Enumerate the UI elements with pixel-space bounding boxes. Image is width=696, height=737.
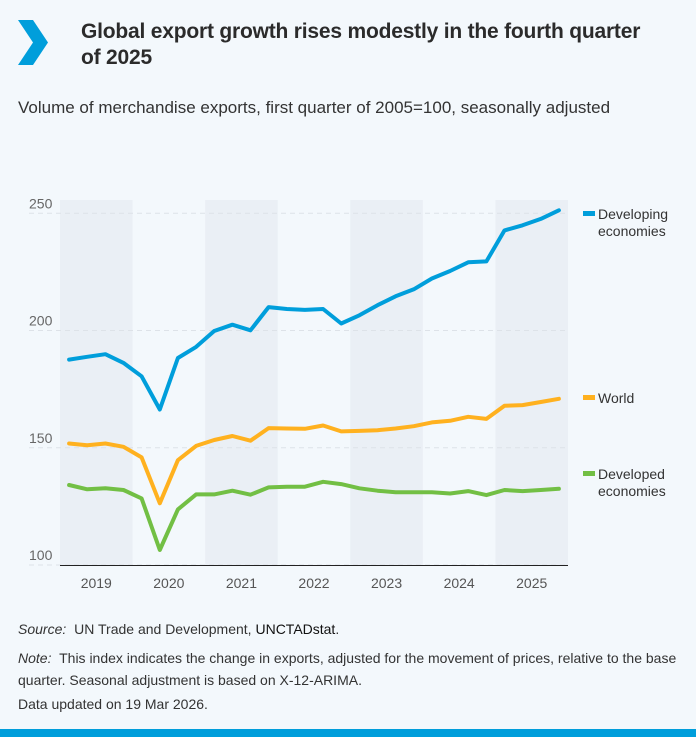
source-end: . [335,621,340,637]
legend-label: economies [598,223,666,239]
bottom-accent-bar [0,729,696,737]
y-tick-label: 250 [29,195,53,211]
series-line-world [67,396,561,506]
x-tick-label: 2019 [81,575,112,591]
note-label: Note: [18,650,52,666]
year-shade-band [495,200,568,565]
y-tick-label: 100 [29,547,53,563]
legend-label: World [598,390,634,406]
note-line: Note: This index indicates the change in… [18,647,688,691]
y-tick-label: 150 [29,430,53,446]
note-text: This index indicates the change in expor… [18,650,677,688]
chart-subtitle: Volume of merchandise exports, first qua… [18,98,611,117]
year-shade-band [205,200,278,565]
legend-swatch [583,211,595,216]
x-tick-label: 2022 [298,575,329,591]
source-line: Source: UN Trade and Development, UNCTAD… [18,618,688,640]
source-label: Source: [18,621,67,637]
x-tick-label: 2020 [153,575,184,591]
x-tick-label: 2023 [371,575,402,591]
series-line-developed-economies [67,479,561,552]
unctadstat-link[interactable]: UNCTADstat [255,621,336,637]
source-text: UN Trade and Development, [74,621,256,637]
year-shade-band [350,200,423,565]
y-tick-label: 200 [29,313,53,329]
legend-label: Developed [598,466,665,482]
data-updated: Data updated on 19 Mar 2026. [18,696,208,712]
x-tick-label: 2025 [516,575,547,591]
x-tick-label: 2024 [444,575,475,591]
chevron-right-icon [18,20,48,65]
series-line-developing-economies [67,208,561,412]
legend-swatch [583,395,595,400]
x-tick-label: 2021 [226,575,257,591]
page-title: Global export growth rises modestly in t… [81,20,641,69]
year-shade-band [60,200,133,565]
legend-swatch [583,471,595,476]
legend-label: economies [598,483,666,499]
legend-label: Developing [598,206,668,222]
